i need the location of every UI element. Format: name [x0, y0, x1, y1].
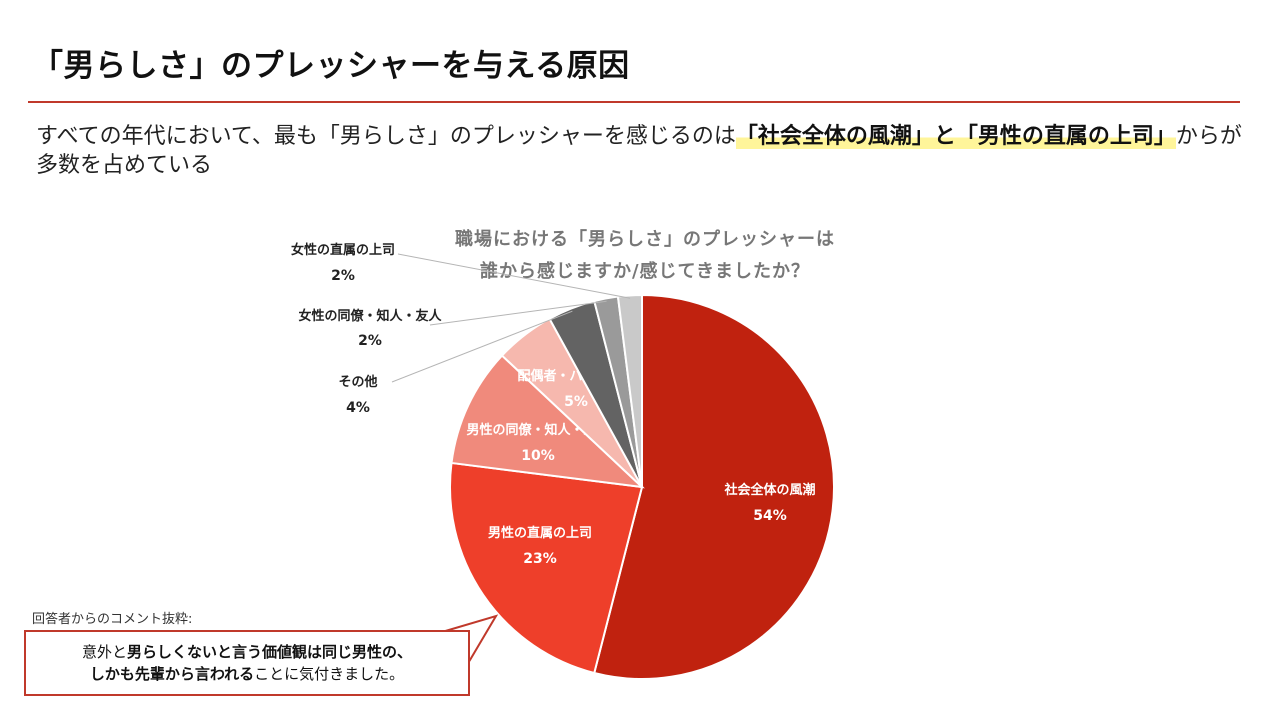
slice-1-label: 社会全体の風潮: [723, 482, 815, 498]
slice-3-value-label: 10%: [521, 448, 555, 464]
comment-line-2: しかも先輩から言われることに気付きました。: [90, 663, 404, 685]
slice-5-label: その他: [338, 374, 377, 390]
slice-1-value-label: 54%: [753, 508, 787, 524]
slice-7-label: 女性の直属の上司: [291, 242, 395, 258]
comment-box: 意外と男らしくないと言う価値観は同じ男性の、 しかも先輩から言われることに気付き…: [24, 630, 470, 696]
page-title: 「男らしさ」のプレッシャーを与える原因: [32, 48, 630, 84]
title-divider: [28, 101, 1240, 103]
slice-6-value-label: 2%: [358, 333, 382, 349]
slice-4-value-label: 5%: [564, 394, 588, 410]
chart-title-line-1: 職場における「男らしさ」のプレッシャーは: [455, 229, 835, 250]
slice-7-value-label: 2%: [331, 268, 355, 284]
slice-7-wedge: [616, 293, 643, 488]
subtitle-pre: すべての年代において、最も「男らしさ」のプレッシャーを感じるのは: [36, 124, 736, 149]
slice-5-leader-line: [391, 310, 573, 383]
chart-title-line-2: 誰から感じますか/感じてきましたか？: [479, 261, 811, 282]
comment-line-1-pre: 意外と: [81, 643, 127, 661]
subtitle-post: からが多数を占めている: [36, 124, 1242, 178]
comment-line-2-bold: しかも先輩から言われる: [89, 665, 255, 683]
subtitle-highlight-1: 「社会全体の風潮」: [735, 124, 934, 149]
slice-2-wedge: [449, 461, 644, 675]
slice-6-leader-line: [429, 300, 607, 326]
comment-label: 回答者からのコメント抜粋:: [32, 612, 193, 627]
slice-2-label: 男性の直属の上司: [488, 525, 592, 541]
slice-6-label: 女性の同僚・知人・友人: [298, 308, 442, 324]
comment-line-1: 意外と男らしくないと言う価値観は同じ男性の、: [82, 641, 412, 663]
slice-1-wedge: [593, 293, 835, 680]
subtitle-mid: と: [933, 124, 956, 149]
comment-line-1-bold: 男らしくないと言う価値観は同じ男性の、: [127, 643, 413, 661]
slice-2-value-label: 23%: [523, 551, 557, 567]
page-subtitle: すべての年代において、最も「男らしさ」のプレッシャーを感じるのは「社会全体の風潮…: [36, 122, 1246, 180]
slice-3-wedge: [450, 354, 645, 489]
slice-3-label: 男性の同僚・知人・友人: [466, 422, 610, 438]
comment-line-2-post: ことに気付きました。: [254, 665, 405, 683]
subtitle-highlight-2: 「男性の直属の上司」: [955, 124, 1176, 149]
slice-5-value-label: 4%: [346, 400, 370, 416]
chart-title: 職場における「男らしさ」のプレッシャーは 誰から感じますか/感じてきましたか？: [390, 224, 900, 288]
slice-7-leader-line: [397, 253, 631, 299]
